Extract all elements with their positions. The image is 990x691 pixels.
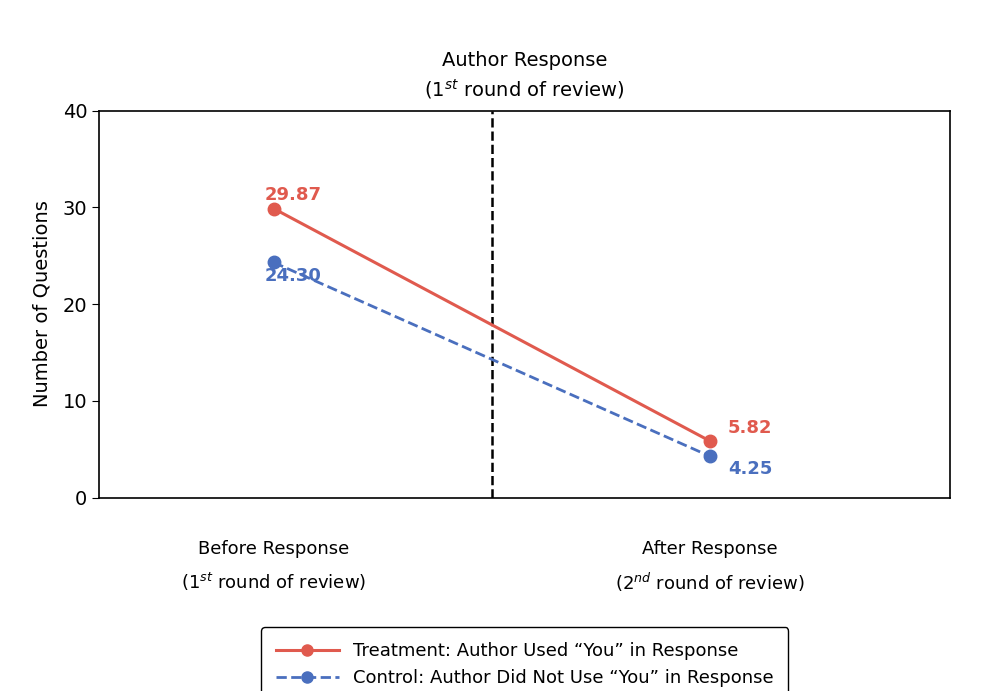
- Y-axis label: Number of Questions: Number of Questions: [33, 200, 51, 408]
- Legend: Treatment: Author Used “You” in Response, Control: Author Did Not Use “You” in R: Treatment: Author Used “You” in Response…: [261, 627, 788, 691]
- Text: Before Response: Before Response: [198, 540, 349, 558]
- Text: 4.25: 4.25: [728, 460, 772, 478]
- Text: After Response: After Response: [643, 540, 778, 558]
- Title: Author Response
(1$^{st}$ round of review): Author Response (1$^{st}$ round of revie…: [425, 51, 625, 102]
- Text: 5.82: 5.82: [728, 419, 772, 437]
- Text: (2$^{nd}$ round of review): (2$^{nd}$ round of review): [616, 571, 805, 594]
- Text: (1$^{st}$ round of review): (1$^{st}$ round of review): [181, 571, 366, 593]
- Text: 24.30: 24.30: [265, 267, 322, 285]
- Text: 29.87: 29.87: [265, 186, 322, 204]
